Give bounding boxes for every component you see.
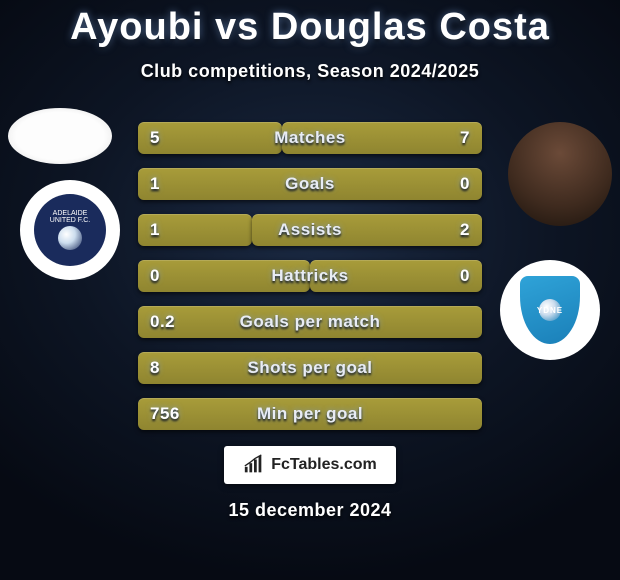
comparison-date: 15 december 2024 xyxy=(0,500,620,521)
stat-label: Matches xyxy=(138,128,482,148)
stat-row: 0.2Goals per match xyxy=(138,306,482,338)
stat-label: Hattricks xyxy=(138,266,482,286)
stats-bars: 57Matches 10Goals 12Assists 00Hattricks 0.2G… xyxy=(138,122,482,444)
stat-label: Shots per goal xyxy=(138,358,482,378)
comparison-subtitle: Club competitions, Season 2024/2025 xyxy=(0,61,620,82)
stat-row: 57Matches xyxy=(138,122,482,154)
player-right-avatar xyxy=(508,122,612,226)
club-right-label: YDNE xyxy=(537,306,563,315)
stat-label: Min per goal xyxy=(138,404,482,424)
stat-row: 10Goals xyxy=(138,168,482,200)
club-right-logo: YDNE xyxy=(500,260,600,360)
stat-row: 00Hattricks xyxy=(138,260,482,292)
stat-label: Goals per match xyxy=(138,312,482,332)
club-left-label: ADELAIDEUNITED F.C. xyxy=(50,210,90,224)
watermark: FcTables.com xyxy=(224,446,396,484)
stat-row: 8Shots per goal xyxy=(138,352,482,384)
watermark-text: FcTables.com xyxy=(271,456,377,474)
comparison-title: Ayoubi vs Douglas Costa xyxy=(0,0,620,49)
stat-row: 756Min per goal xyxy=(138,398,482,430)
ball-icon xyxy=(58,226,82,250)
stat-row: 12Assists xyxy=(138,214,482,246)
club-left-logo: ADELAIDEUNITED F.C. xyxy=(20,180,120,280)
stat-label: Assists xyxy=(138,220,482,240)
chart-icon xyxy=(243,454,265,476)
stat-label: Goals xyxy=(138,174,482,194)
player-left-avatar xyxy=(8,108,112,164)
